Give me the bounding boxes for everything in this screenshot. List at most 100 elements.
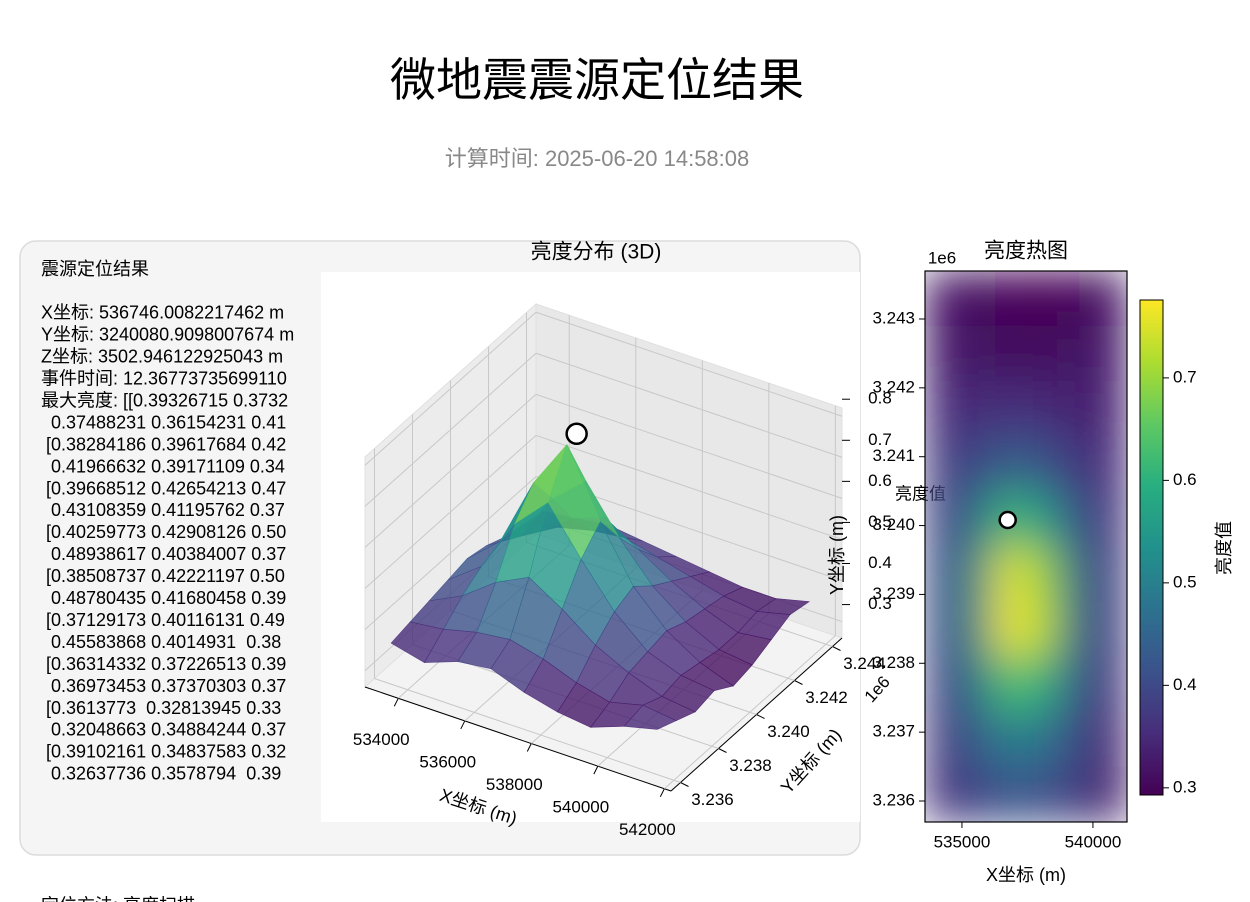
y-tick-label: 3.239 [872,584,915,603]
heatmap-cell [1026,271,1061,327]
heatmap-cell [925,381,960,437]
axes-frame [924,270,1128,823]
grid-line [364,435,537,589]
heatmap-cell [992,766,1027,822]
source-marker [998,510,1017,530]
y-tick-label: 3.236 [691,790,734,809]
x-tick [659,788,665,797]
colorbar-tick-label: 0.6 [1173,470,1197,489]
heatmap-cell [1059,601,1094,658]
heatmap-cell [925,711,960,768]
y-tick-label: 3.241 [872,446,915,465]
heatmap-cell [1026,656,1061,713]
heatmap-cell [992,271,1027,327]
heatmap-cell [958,711,993,768]
heatmap-cell [1093,326,1127,382]
grid-line [535,393,843,499]
heatmap-cell [992,656,1027,713]
heatmap-cell [992,381,1027,437]
y-tick-label: 3.238 [729,756,772,775]
heatmap-image [925,271,1127,822]
source-marker [565,422,588,446]
result-line: [0.40259773 0.42908126 0.50 [41,522,286,542]
heatmap-cell [925,436,960,492]
heatmap-cell [1059,711,1094,768]
x-tick-label: 540000 [1065,832,1122,851]
x-tick-label: 542000 [619,820,676,839]
grid-line [364,393,537,548]
x-tick [393,698,399,707]
colorbar-tick-label: 0.5 [1173,572,1197,591]
z-tick-label: 0.5 [868,512,892,531]
y-axis-label: Y坐标 (m) [827,515,847,595]
y-tick-label: 3.238 [872,653,915,672]
grid-line [374,678,681,783]
heatmap-cell [958,601,993,658]
heatmap-cell [992,546,1027,603]
result-line: 0.32637736 0.3578794 0.39 [41,764,281,784]
y-tick-label: 3.244 [843,654,886,673]
result-line: [0.3613773 0.32813945 0.33 [41,698,281,718]
result-line: [0.37129173 0.40116131 0.49 [41,610,285,630]
grid-line [364,352,537,507]
grid-line [364,476,537,630]
z-tick-label: 0.6 [868,471,892,490]
page-title: 微地震震源定位结果 [390,54,804,106]
heatmap-cell [925,271,960,327]
heatmap-cell [992,601,1027,658]
y-tick [832,646,841,651]
heatmap-cell [1026,711,1061,768]
x-tick-label: 534000 [353,730,410,749]
heatmap-cell [1026,326,1061,382]
heatmap-cell [1059,381,1094,437]
colorbar-tick-label: 0.3 [1173,777,1197,796]
result-line: 0.45583868 0.4014931 0.38 [41,632,281,652]
heatmap-cell [992,326,1027,382]
heatmap-cell [1093,766,1127,822]
y-tick [794,680,803,685]
colorbar-tick-label: 0.4 [1173,675,1197,694]
result-line: 定位方法: 亮度扫描 [41,895,195,902]
heatmap-cell [925,491,960,547]
grid-line [364,311,537,466]
heatmap-cell [958,381,993,437]
z-tick-label: 0.7 [868,430,892,449]
x-tick [593,765,599,775]
heatmap-cell [1026,491,1061,547]
heatmap-cell [1026,601,1061,658]
heatmap-cell [958,656,993,713]
y-tick-label: 3.240 [767,722,810,741]
result-line: 0.43108359 0.41195762 0.37 [41,500,285,520]
chart-title: 亮度分布 (3D) [531,241,662,264]
y-tick-label: 3.242 [805,688,848,707]
z-tick-label: 0.4 [868,553,892,572]
y-offset-label: 1e6 [928,248,956,267]
heatmap-cell [925,546,960,603]
heatmap-cell [1093,271,1127,327]
y-tick-label: 3.240 [872,515,915,534]
grid-line [535,311,843,417]
surface-patch [623,704,677,730]
grid-line [535,434,843,540]
heatmap-cell [1059,436,1094,492]
result-line: 0.37488231 0.36154231 0.41 [41,412,286,432]
result-line: [0.36314332 0.37226513 0.39 [41,654,286,674]
z-tick-label: 0.8 [868,389,892,408]
chart-title: 亮度热图 [984,240,1068,263]
heatmap-cell [1093,656,1127,713]
heatmap-cell [925,766,960,822]
result-line: 0.41966632 0.39171109 0.34 [41,456,285,476]
colorbar-tick-label: 0.7 [1173,367,1197,386]
heatmap-cell [1059,546,1094,603]
result-line: 0.32048663 0.34884244 0.37 [41,720,286,740]
x-tick [526,743,532,752]
heatmap-cell [958,766,993,822]
heatmap-cell [992,711,1027,768]
x-axis-line [364,686,672,792]
heatmap-cell [958,546,993,603]
heatmap-clip [925,271,1127,822]
heatmap-cell [1093,436,1127,492]
heatmap-cell [925,601,960,658]
result-line: 0.48780435 0.41680458 0.39 [41,588,286,608]
